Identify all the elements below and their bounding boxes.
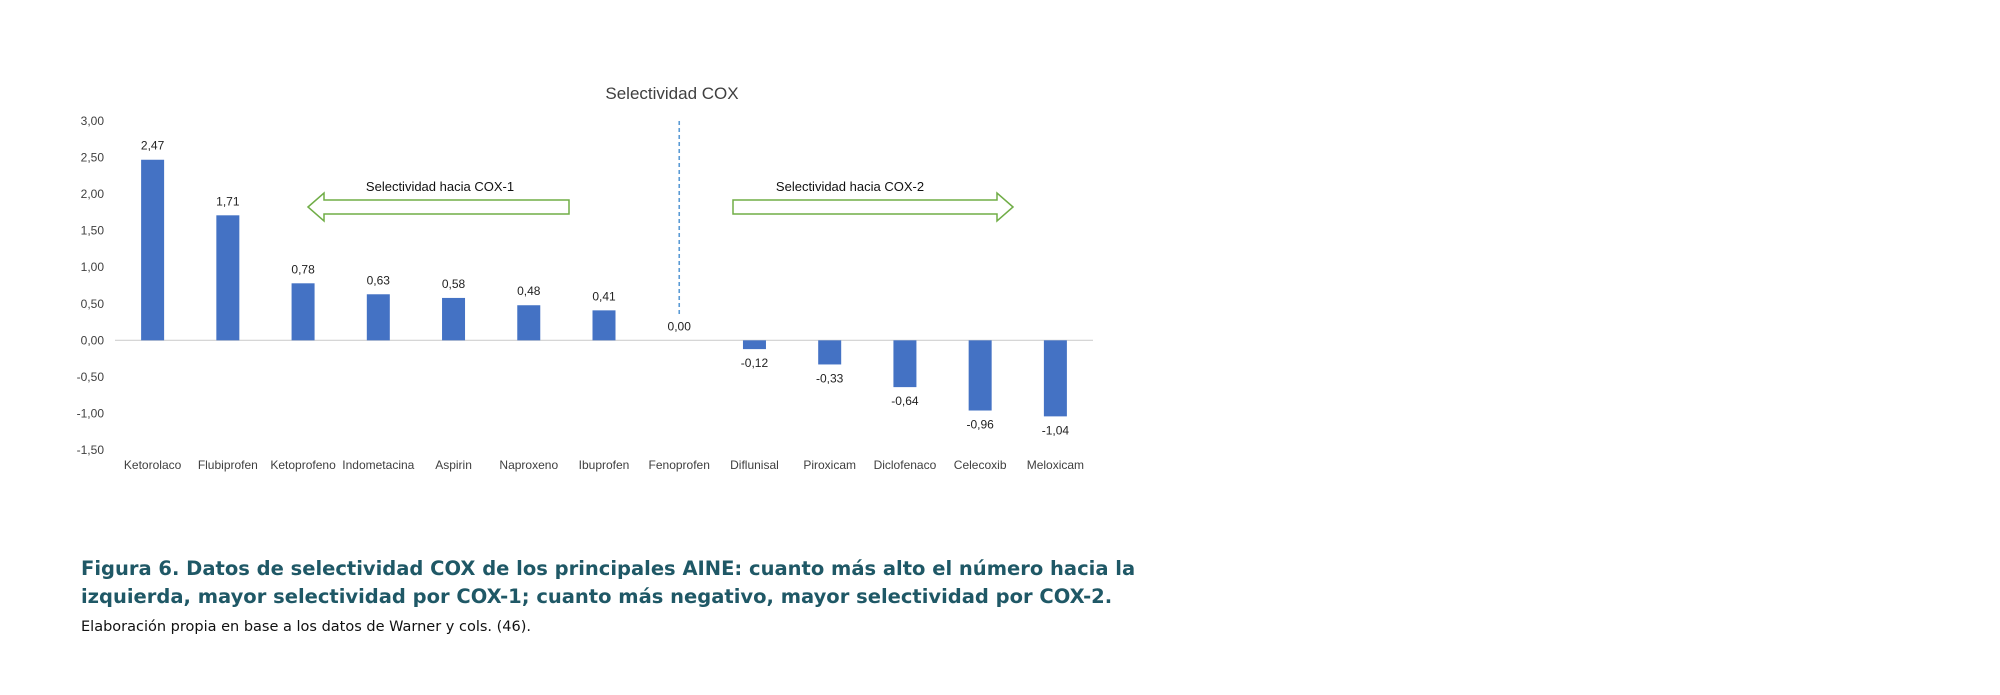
data-label: 0,63	[367, 273, 391, 287]
data-label: 0,78	[291, 262, 315, 276]
bar	[291, 283, 315, 341]
x-axis-labels: Ketorolaco Flubiprofen Ketoprofeno Indometa…	[124, 458, 1084, 472]
bars	[141, 159, 1067, 417]
data-label: 0,41	[592, 289, 616, 303]
x-tick-label: Ketoprofeno	[270, 458, 336, 472]
data-label: 1,71	[216, 194, 240, 208]
bar	[893, 340, 917, 388]
left-arrow-icon	[306, 191, 570, 223]
x-tick-label: Ketorolaco	[124, 458, 182, 472]
bar	[216, 215, 240, 341]
cox2-label: Selectividad hacia COX-2	[776, 179, 924, 194]
bar	[442, 297, 466, 341]
cox-selectivity-chart: Selectividad COX 3,00 2,50 2,00 1,50 1,00 0,5…	[77, 84, 1093, 472]
data-label: 0,00	[668, 319, 692, 333]
y-tick-label: 2,50	[81, 151, 105, 165]
y-tick-label: -0,50	[77, 370, 105, 384]
y-tick-label: -1,00	[77, 406, 105, 420]
y-tick-label: 1,00	[81, 260, 105, 274]
bar	[1043, 340, 1067, 417]
bar	[366, 294, 390, 341]
data-label: 0,48	[517, 284, 541, 298]
x-tick-label: Aspirin	[435, 458, 472, 472]
x-tick-label: Piroxicam	[803, 458, 856, 472]
data-label: -0,33	[816, 371, 844, 385]
x-tick-label: Flubiprofen	[198, 458, 258, 472]
cox2-annotation: Selectividad hacia COX-2	[732, 179, 1015, 223]
bar	[968, 340, 992, 411]
bar	[141, 159, 165, 341]
x-tick-label: Diflunisal	[730, 458, 779, 472]
data-label: -0,96	[966, 418, 994, 432]
bar	[517, 305, 541, 341]
bar	[742, 340, 766, 350]
x-tick-label: Indometacina	[342, 458, 414, 472]
data-label: 2,47	[141, 139, 165, 153]
bar	[818, 340, 842, 365]
chart-title: Selectividad COX	[605, 84, 738, 103]
data-label: -0,12	[741, 356, 769, 370]
y-tick-label: -1,50	[77, 443, 105, 457]
data-label: -1,04	[1042, 423, 1070, 437]
y-tick-label: 1,50	[81, 224, 105, 238]
figure-caption-source: Elaboración propia en base a los datos d…	[81, 619, 532, 635]
cox1-label: Selectividad hacia COX-1	[366, 179, 514, 194]
bar	[592, 310, 616, 341]
data-label: -0,64	[891, 394, 919, 408]
x-tick-label: Ibuprofen	[579, 458, 630, 472]
y-tick-label: 3,00	[81, 114, 105, 128]
data-label: 0,58	[442, 277, 466, 291]
x-tick-label: Naproxeno	[499, 458, 558, 472]
x-tick-label: Celecoxib	[954, 458, 1007, 472]
y-tick-label: 0,00	[81, 333, 105, 347]
value-labels: 2,47 1,71 0,78 0,63 0,58 0,48 0,41 0,00 -0,12 -0,…	[141, 139, 1069, 438]
y-tick-label: 0,50	[81, 297, 105, 311]
x-tick-label: Diclofenaco	[874, 458, 937, 472]
figure-caption-title: Figura 6. Datos de selectividad COX de l…	[81, 557, 1136, 608]
y-tick-label: 2,00	[81, 187, 105, 201]
right-arrow-icon	[732, 191, 1015, 223]
y-axis: 3,00 2,50 2,00 1,50 1,00 0,50 0,00 -0,50 -1,00 -1…	[77, 114, 105, 457]
cox1-annotation: Selectividad hacia COX-1	[306, 179, 570, 223]
x-tick-label: Fenoprofen	[649, 458, 710, 472]
x-tick-label: Meloxicam	[1027, 458, 1084, 472]
